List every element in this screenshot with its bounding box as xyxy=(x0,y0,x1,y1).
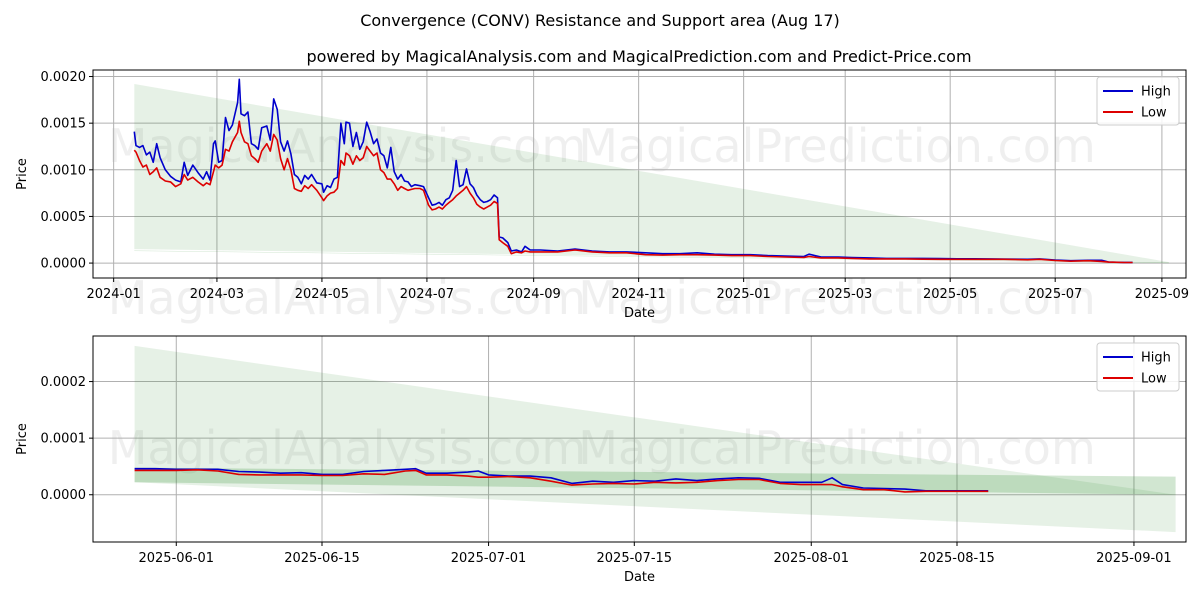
plot-frame xyxy=(92,69,1187,279)
support-area-band xyxy=(134,250,1169,264)
legend-label-high: High xyxy=(1141,85,1171,100)
y-axis-label: Price xyxy=(15,423,30,455)
x-tick-label: 2025-09-01 xyxy=(1096,551,1172,566)
y-axis-label: Price xyxy=(15,158,30,190)
y-tick-label: 0.0001 xyxy=(41,432,87,447)
watermark-text: MagicalAnalysis.com xyxy=(108,119,587,173)
watermark-text: MagicalAnalysis.com xyxy=(108,421,587,475)
y-tick-label: 0.0010 xyxy=(41,163,87,178)
plot-frame xyxy=(92,335,1187,543)
y-tick-label: 0.0005 xyxy=(41,210,87,225)
high-series-line xyxy=(133,78,1133,264)
top-panel: MagicalAnalysis.comMagicalPrediction.com… xyxy=(15,69,1189,325)
watermark-text: MagicalPrediction.com xyxy=(578,119,1096,173)
x-tick-label: 2025-03 xyxy=(818,287,872,302)
low-series-line xyxy=(133,120,1133,264)
x-tick-label: 2024-09 xyxy=(506,287,560,302)
chart-subtitle: powered by MagicalAnalysis.com and Magic… xyxy=(306,47,971,66)
x-tick-label: 2025-08-15 xyxy=(919,551,995,566)
y-tick-label: 0.0015 xyxy=(41,117,87,132)
y-tick-label: 0.0000 xyxy=(41,257,87,272)
x-tick-label: 2025-08-01 xyxy=(773,551,849,566)
x-axis-label: Date xyxy=(624,570,655,585)
low-series-line xyxy=(134,469,989,493)
resistance-area-band xyxy=(134,345,1176,533)
x-tick-label: 2025-05 xyxy=(923,287,977,302)
resistance-area-band xyxy=(134,84,1169,264)
chart-title: Convergence (CONV) Resistance and Suppor… xyxy=(360,11,840,30)
legend-label-high: High xyxy=(1141,351,1171,366)
bottom-panel: MagicalAnalysis.comMagicalPrediction.com… xyxy=(15,335,1187,585)
x-tick-label: 2025-07-01 xyxy=(451,551,527,566)
y-tick-label: 0.0020 xyxy=(41,70,87,85)
x-tick-label: 2024-03 xyxy=(190,287,244,302)
x-tick-label: 2024-07 xyxy=(400,287,454,302)
x-tick-label: 2025-01 xyxy=(716,287,770,302)
legend: High Low xyxy=(1096,76,1180,126)
legend-label-low: Low xyxy=(1141,106,1167,121)
x-tick-label: 2025-06-15 xyxy=(284,551,360,566)
x-tick-label: 2024-11 xyxy=(611,287,665,302)
y-tick-label: 0.0002 xyxy=(41,375,87,390)
x-axis-label: Date xyxy=(624,306,655,321)
x-tick-label: 2025-09 xyxy=(1135,287,1189,302)
watermark-text: MagicalPrediction.com xyxy=(578,421,1096,475)
x-tick-label: 2024-01 xyxy=(86,287,140,302)
x-tick-label: 2025-07-15 xyxy=(597,551,673,566)
legend: High Low xyxy=(1096,342,1180,392)
legend-label-low: Low xyxy=(1141,372,1167,387)
x-tick-label: 2024-05 xyxy=(295,287,349,302)
y-tick-label: 0.0000 xyxy=(41,488,87,503)
x-tick-label: 2025-07 xyxy=(1028,287,1082,302)
x-tick-label: 2025-06-01 xyxy=(138,551,214,566)
high-series-line xyxy=(134,467,989,492)
watermark-text: MagicalAnalysis.com xyxy=(108,271,587,325)
watermark-text: MagicalPrediction.com xyxy=(578,271,1096,325)
